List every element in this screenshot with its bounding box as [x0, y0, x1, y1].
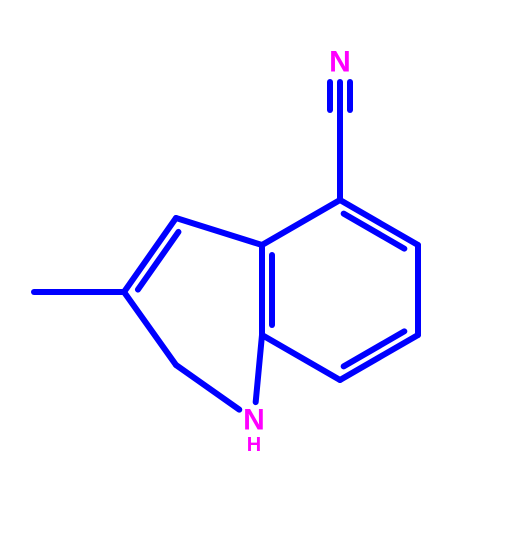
atom-sublabel: H [247, 434, 261, 456]
atom-label: N [243, 404, 265, 437]
molecule-diagram: NNH [0, 0, 519, 535]
atom-label: N [329, 46, 351, 79]
